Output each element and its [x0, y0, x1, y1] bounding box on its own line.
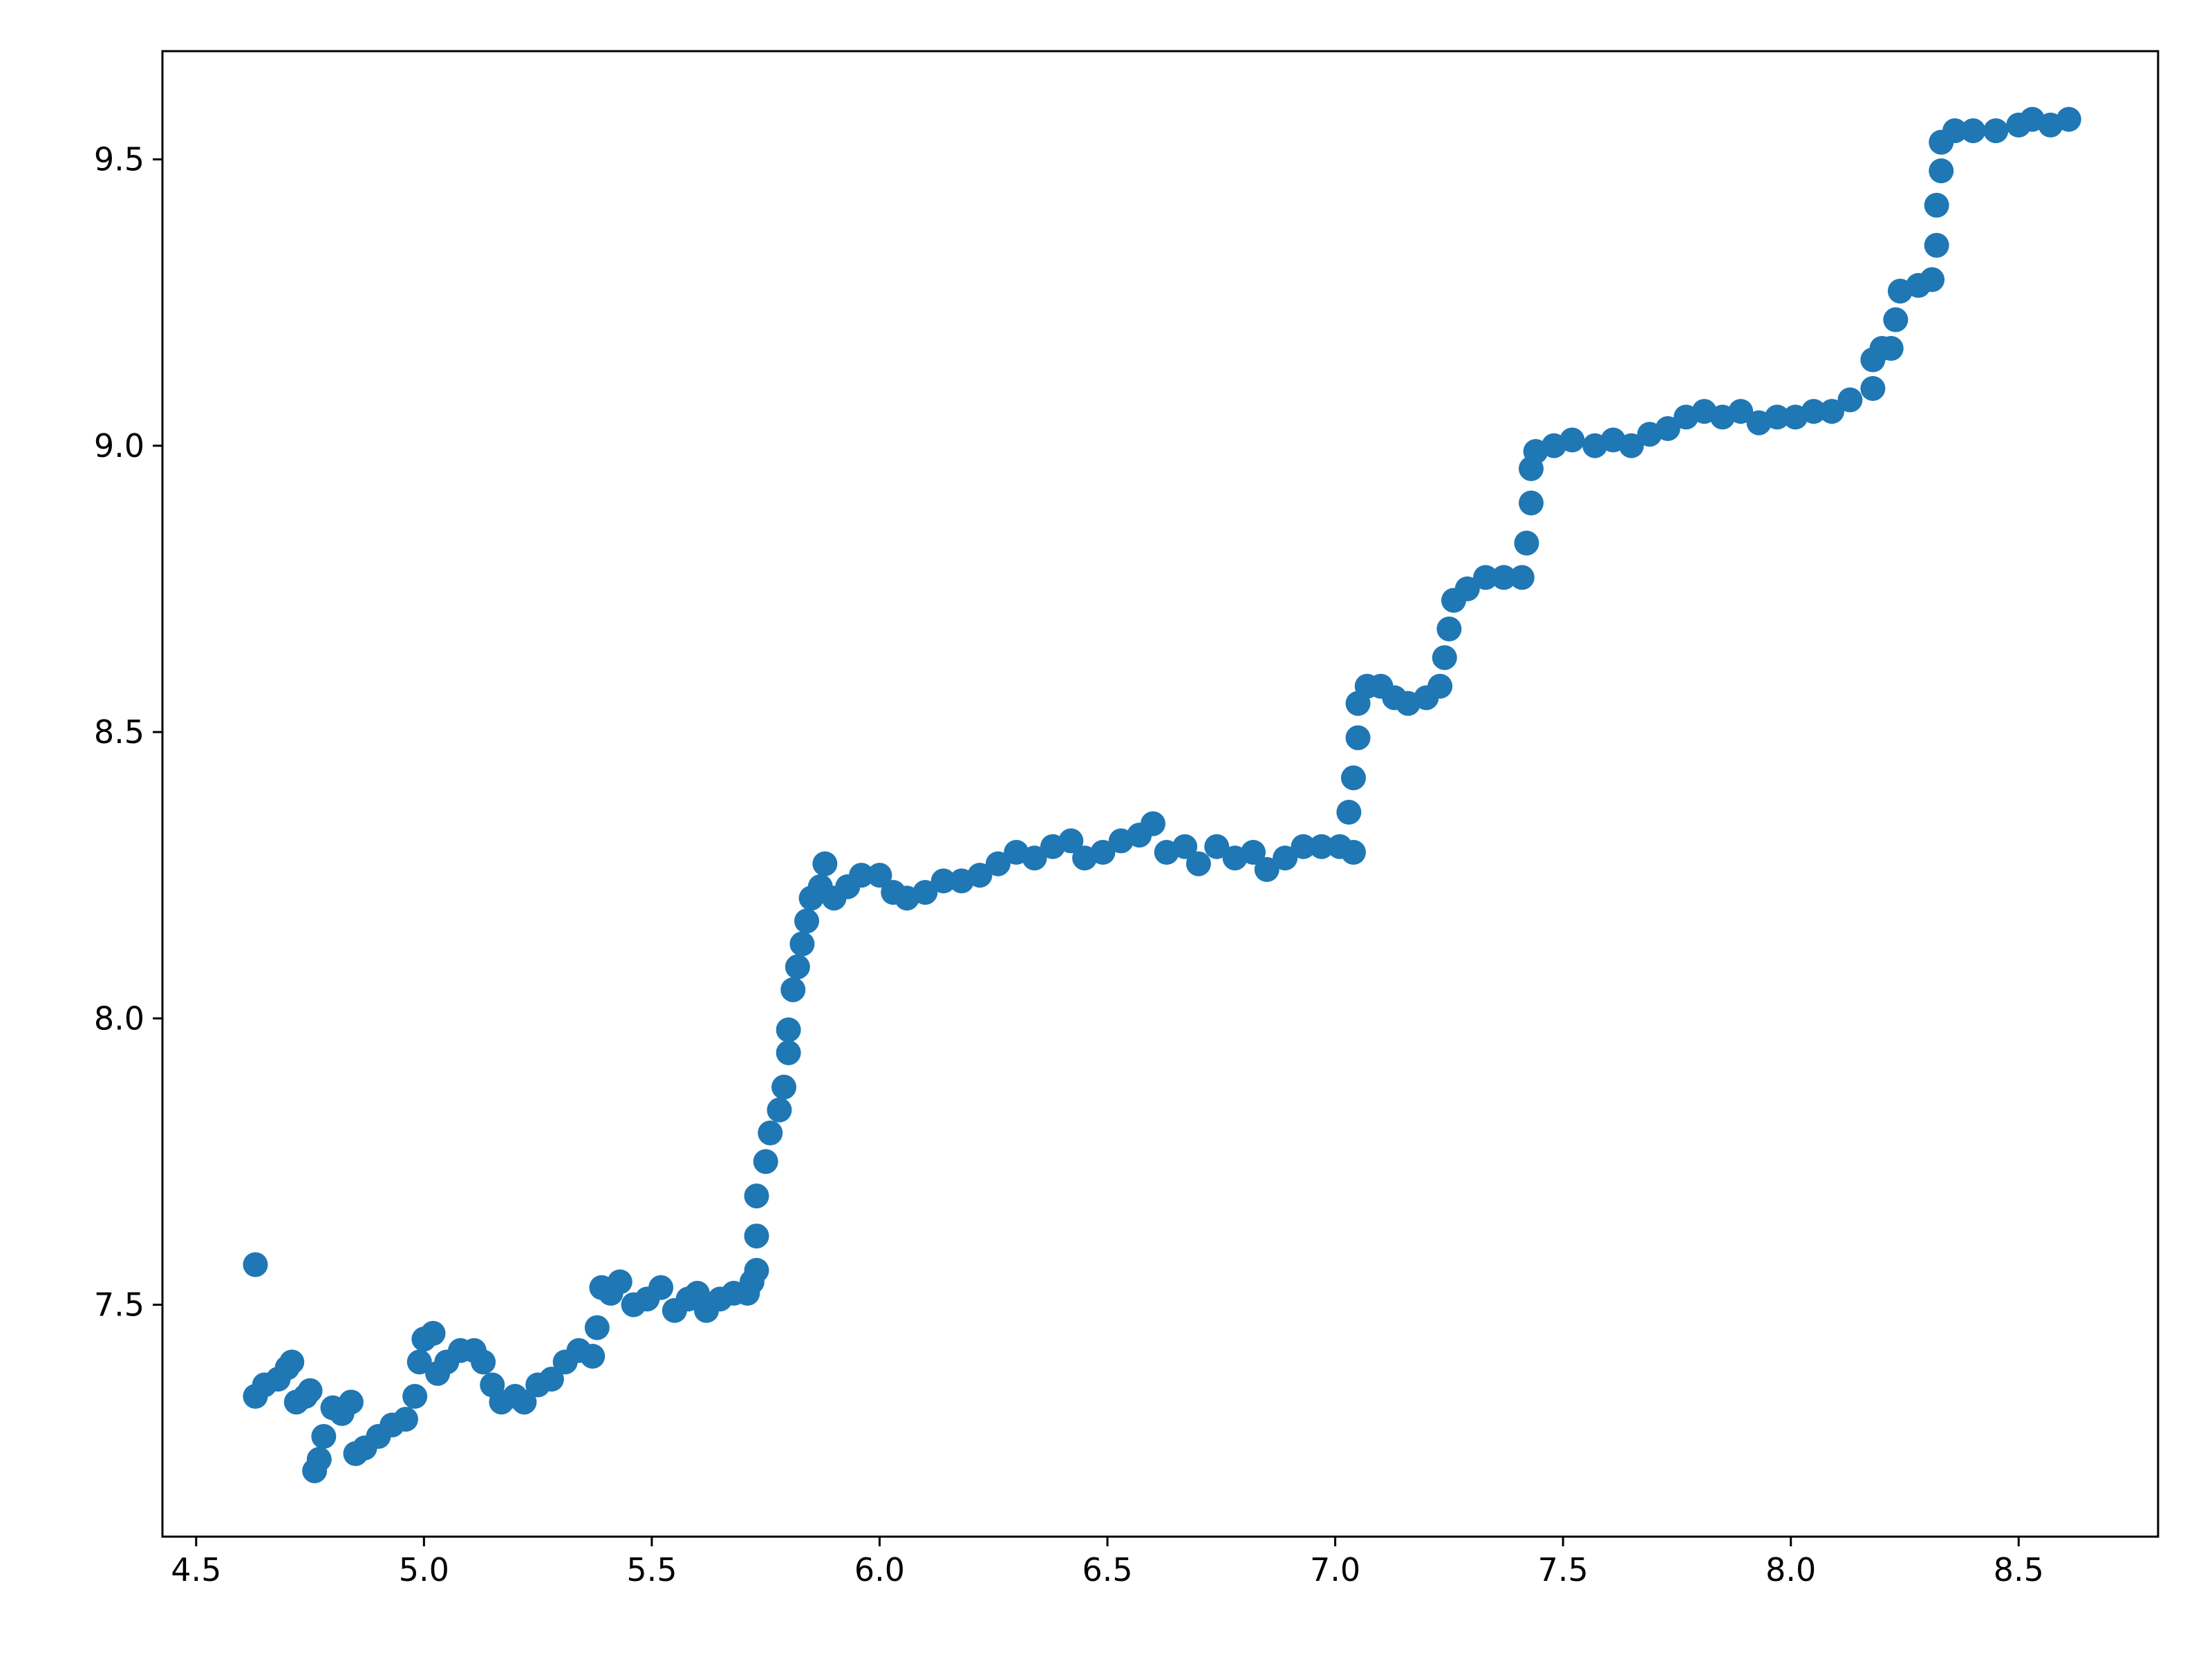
- x-tick-label: 5.5: [626, 1551, 677, 1588]
- point: [1454, 576, 1480, 601]
- y-tick-label: 9.5: [94, 141, 144, 178]
- point: [849, 863, 874, 888]
- point: [1022, 845, 1047, 871]
- y-tick-label: 8.0: [94, 1000, 144, 1037]
- point: [1655, 415, 1680, 441]
- point: [794, 908, 820, 934]
- x-tick-label: 5.0: [399, 1551, 449, 1588]
- point: [1340, 765, 1366, 791]
- point: [297, 1378, 323, 1403]
- point: [580, 1344, 606, 1369]
- point: [1819, 399, 1845, 424]
- point: [1837, 387, 1863, 413]
- point: [1204, 834, 1230, 859]
- point: [758, 1120, 783, 1145]
- point: [812, 851, 838, 877]
- x-tick-label: 7.0: [1310, 1551, 1360, 1588]
- point: [1090, 840, 1116, 865]
- x-tick-label: 8.0: [1765, 1551, 1816, 1588]
- point: [1983, 118, 2009, 144]
- point: [1240, 840, 1266, 865]
- point: [744, 1257, 769, 1283]
- x-tick-label: 6.5: [1082, 1551, 1132, 1588]
- point: [1559, 427, 1585, 453]
- point: [538, 1367, 564, 1392]
- x-tick-label: 8.5: [1994, 1551, 2044, 1588]
- point: [1728, 399, 1754, 424]
- point: [306, 1447, 332, 1472]
- point: [1514, 530, 1539, 556]
- point: [1860, 375, 1886, 401]
- point: [1801, 399, 1826, 424]
- point: [393, 1407, 418, 1432]
- y-tick-label: 9.0: [94, 427, 144, 465]
- point: [744, 1183, 769, 1209]
- point: [1058, 828, 1084, 854]
- point: [789, 931, 815, 957]
- point: [1920, 267, 1945, 292]
- point: [785, 954, 810, 980]
- y-tick-label: 7.5: [94, 1286, 144, 1323]
- point: [1924, 232, 1949, 258]
- point: [912, 879, 938, 905]
- point: [406, 1349, 432, 1375]
- point: [1172, 834, 1198, 859]
- point: [1185, 851, 1211, 877]
- point: [1878, 335, 1904, 361]
- point: [279, 1349, 305, 1375]
- point: [584, 1315, 610, 1340]
- point: [1509, 565, 1535, 590]
- point: [1340, 840, 1366, 865]
- plot-frame: [161, 50, 2159, 1538]
- point: [1473, 565, 1499, 590]
- point: [744, 1224, 769, 1249]
- point: [1336, 800, 1362, 825]
- point: [1427, 673, 1453, 699]
- point: [1345, 725, 1371, 751]
- x-tick-label: 7.5: [1538, 1551, 1588, 1588]
- point: [471, 1349, 496, 1375]
- point: [1432, 645, 1457, 671]
- point: [867, 863, 892, 888]
- point: [1436, 616, 1462, 641]
- point: [1273, 845, 1298, 871]
- point: [1942, 118, 1968, 144]
- point: [512, 1389, 537, 1415]
- point: [776, 1017, 801, 1042]
- point: [311, 1424, 337, 1450]
- y-tick-label: 8.5: [94, 713, 144, 751]
- point: [2056, 106, 2081, 132]
- x-tick-label: 6.0: [854, 1551, 905, 1588]
- point: [402, 1384, 428, 1409]
- point: [767, 1097, 792, 1123]
- point: [1924, 192, 1949, 218]
- point: [1254, 856, 1280, 882]
- point: [1140, 811, 1165, 836]
- x-tick-label: 4.5: [171, 1551, 221, 1588]
- point: [1291, 834, 1316, 859]
- point: [1960, 118, 1986, 144]
- point: [771, 1074, 797, 1100]
- point: [1491, 565, 1517, 590]
- point: [607, 1269, 632, 1295]
- point: [1764, 404, 1790, 430]
- point: [420, 1320, 446, 1346]
- point: [338, 1389, 364, 1415]
- point: [753, 1149, 778, 1174]
- point: [967, 863, 993, 888]
- point: [243, 1252, 268, 1277]
- point: [780, 977, 806, 1002]
- point: [985, 851, 1011, 877]
- point: [1883, 307, 1909, 332]
- point: [1309, 834, 1334, 859]
- point: [648, 1275, 674, 1300]
- point: [776, 1040, 801, 1065]
- point: [930, 868, 956, 894]
- point: [1929, 158, 1954, 184]
- point: [1519, 490, 1544, 516]
- point: [1619, 433, 1644, 458]
